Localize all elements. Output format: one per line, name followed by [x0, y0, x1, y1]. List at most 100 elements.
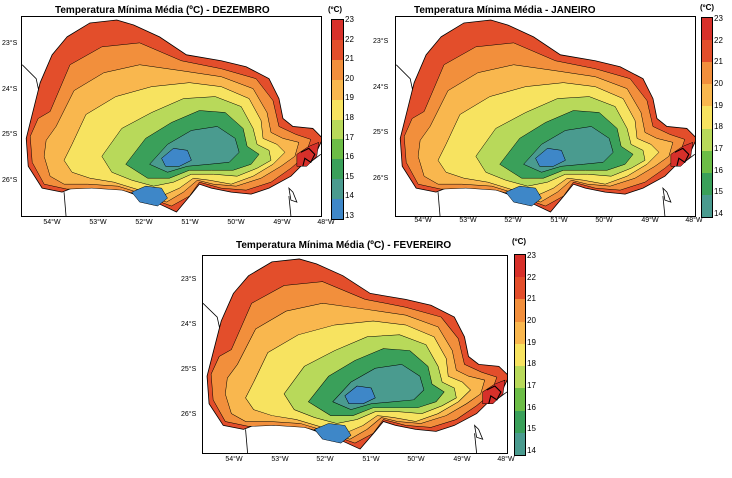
- colorbar-segment: [702, 128, 712, 152]
- colorbar: [701, 17, 713, 218]
- lon-label: 54°W: [43, 219, 61, 226]
- colorbar: [514, 254, 526, 456]
- colorbar-tick-label: 22: [527, 272, 536, 282]
- colorbar-tick-label: 18: [527, 359, 536, 369]
- lon-label: 49°W: [641, 217, 659, 224]
- island-shape: [288, 186, 298, 203]
- colorbar-segment: [332, 79, 343, 100]
- colorbar-tick-label: 17: [527, 381, 536, 390]
- colorbar-segment: [332, 20, 343, 41]
- lon-label: 50°W: [227, 219, 245, 226]
- coast-warm-patch: [296, 141, 320, 167]
- colorbar-segment: [702, 106, 712, 129]
- neighbor-border: [63, 192, 67, 216]
- lon-label: 52°W: [504, 217, 522, 224]
- lon-label: 51°W: [550, 217, 568, 224]
- colorbar-segment: [332, 179, 343, 200]
- colorbar-tick-label: 22: [345, 34, 354, 44]
- map-title: Temperatura Mínima Média - JANEIRO: [414, 5, 596, 16]
- colorbar-tick-label: 19: [527, 337, 536, 347]
- lat-label: 23°S: [373, 38, 389, 45]
- temperature-map: [22, 19, 321, 216]
- colorbar-segment: [515, 388, 525, 411]
- colorbar-segment: [515, 277, 525, 300]
- map-frame: [202, 255, 508, 454]
- lat-label: 26°S: [2, 177, 18, 184]
- bay-shoreline: [300, 147, 316, 167]
- colorbar-unit: (ºC): [512, 237, 527, 246]
- lon-label: 48°W: [497, 456, 515, 463]
- lat-label: 24°S: [181, 321, 197, 328]
- coast-warm-patch: [670, 141, 694, 167]
- colorbar-segment: [515, 343, 525, 367]
- map-title: Temperatura Mínima Média (ºC) - FEVEREIR…: [236, 240, 452, 251]
- colorbar-tick-label: 19: [345, 93, 354, 103]
- contour-15: [344, 385, 376, 404]
- colorbar-tick-label: 18: [345, 113, 354, 122]
- map-frame: [395, 16, 696, 217]
- colorbar-tick-label: 20: [527, 316, 536, 325]
- colorbar-tick-label: 18: [714, 122, 723, 132]
- colorbar-tick-label: 15: [714, 187, 723, 197]
- contour-15-south: [131, 185, 168, 207]
- colorbar-tick-label: 23: [345, 15, 354, 24]
- colorbar-tick-label: 14: [345, 191, 354, 201]
- lon-label: 49°W: [453, 456, 471, 463]
- island-shape: [473, 424, 484, 440]
- colorbar-tick-label: 20: [714, 79, 723, 88]
- colorbar-tick-label: 21: [527, 294, 536, 304]
- colorbar-tick-label: 16: [714, 165, 723, 175]
- colorbar-tick-label: 15: [527, 424, 536, 434]
- lat-label: 26°S: [373, 175, 389, 182]
- colorbar-segment: [332, 39, 343, 61]
- colorbar: [331, 19, 344, 220]
- temperature-map: [203, 258, 507, 453]
- colorbar-segment: [702, 40, 712, 63]
- colorbar-tick-label: 16: [527, 402, 536, 412]
- lat-label: 25°S: [181, 366, 197, 373]
- colorbar-tick-label: 23: [714, 14, 723, 23]
- lon-label: 53°W: [459, 217, 477, 224]
- neighbor-border: [245, 429, 248, 453]
- map-frame: [21, 16, 322, 217]
- lon-label: 52°W: [316, 456, 334, 463]
- lon-label: 48°W: [317, 219, 335, 226]
- neighbor-border: [288, 196, 292, 216]
- colorbar-segment: [515, 299, 525, 323]
- lon-label: 49°W: [273, 219, 291, 226]
- temperature-map: [396, 19, 695, 216]
- colorbar-segment: [515, 255, 525, 278]
- colorbar-tick-label: 21: [345, 54, 354, 64]
- colorbar-segment: [332, 119, 343, 140]
- contour-15-south: [314, 423, 352, 444]
- neighbor-border: [474, 433, 478, 453]
- lon-label: 50°W: [407, 456, 425, 463]
- island-shape: [662, 186, 672, 203]
- bay-shoreline: [486, 385, 502, 404]
- colorbar-tick-label: 13: [345, 211, 354, 220]
- colorbar-tick-label: 19: [714, 100, 723, 110]
- colorbar-segment: [515, 410, 525, 434]
- lat-label: 25°S: [373, 129, 389, 136]
- coast-warm-patch: [482, 379, 506, 404]
- lon-label: 50°W: [595, 217, 613, 224]
- colorbar-tick-label: 22: [714, 35, 723, 45]
- lat-label: 24°S: [373, 84, 389, 91]
- contour-15-south: [505, 185, 542, 207]
- colorbar-segment: [515, 366, 525, 389]
- colorbar-segment: [515, 321, 525, 345]
- colorbar-tick-label: 23: [527, 251, 536, 260]
- colorbar-segment: [702, 18, 712, 41]
- colorbar-segment: [332, 199, 343, 220]
- colorbar-segment: [332, 59, 343, 81]
- neighbor-border: [437, 192, 441, 216]
- colorbar-tick-label: 16: [345, 152, 354, 162]
- colorbar-tick-label: 14: [527, 446, 536, 455]
- bay-shoreline: [674, 147, 690, 167]
- colorbar-segment: [702, 194, 712, 218]
- colorbar-segment: [332, 139, 343, 160]
- colorbar-unit: (ºC): [328, 5, 343, 14]
- lon-label: 54°W: [225, 456, 243, 463]
- colorbar-segment: [332, 159, 343, 180]
- colorbar-unit: (ºC): [700, 3, 715, 12]
